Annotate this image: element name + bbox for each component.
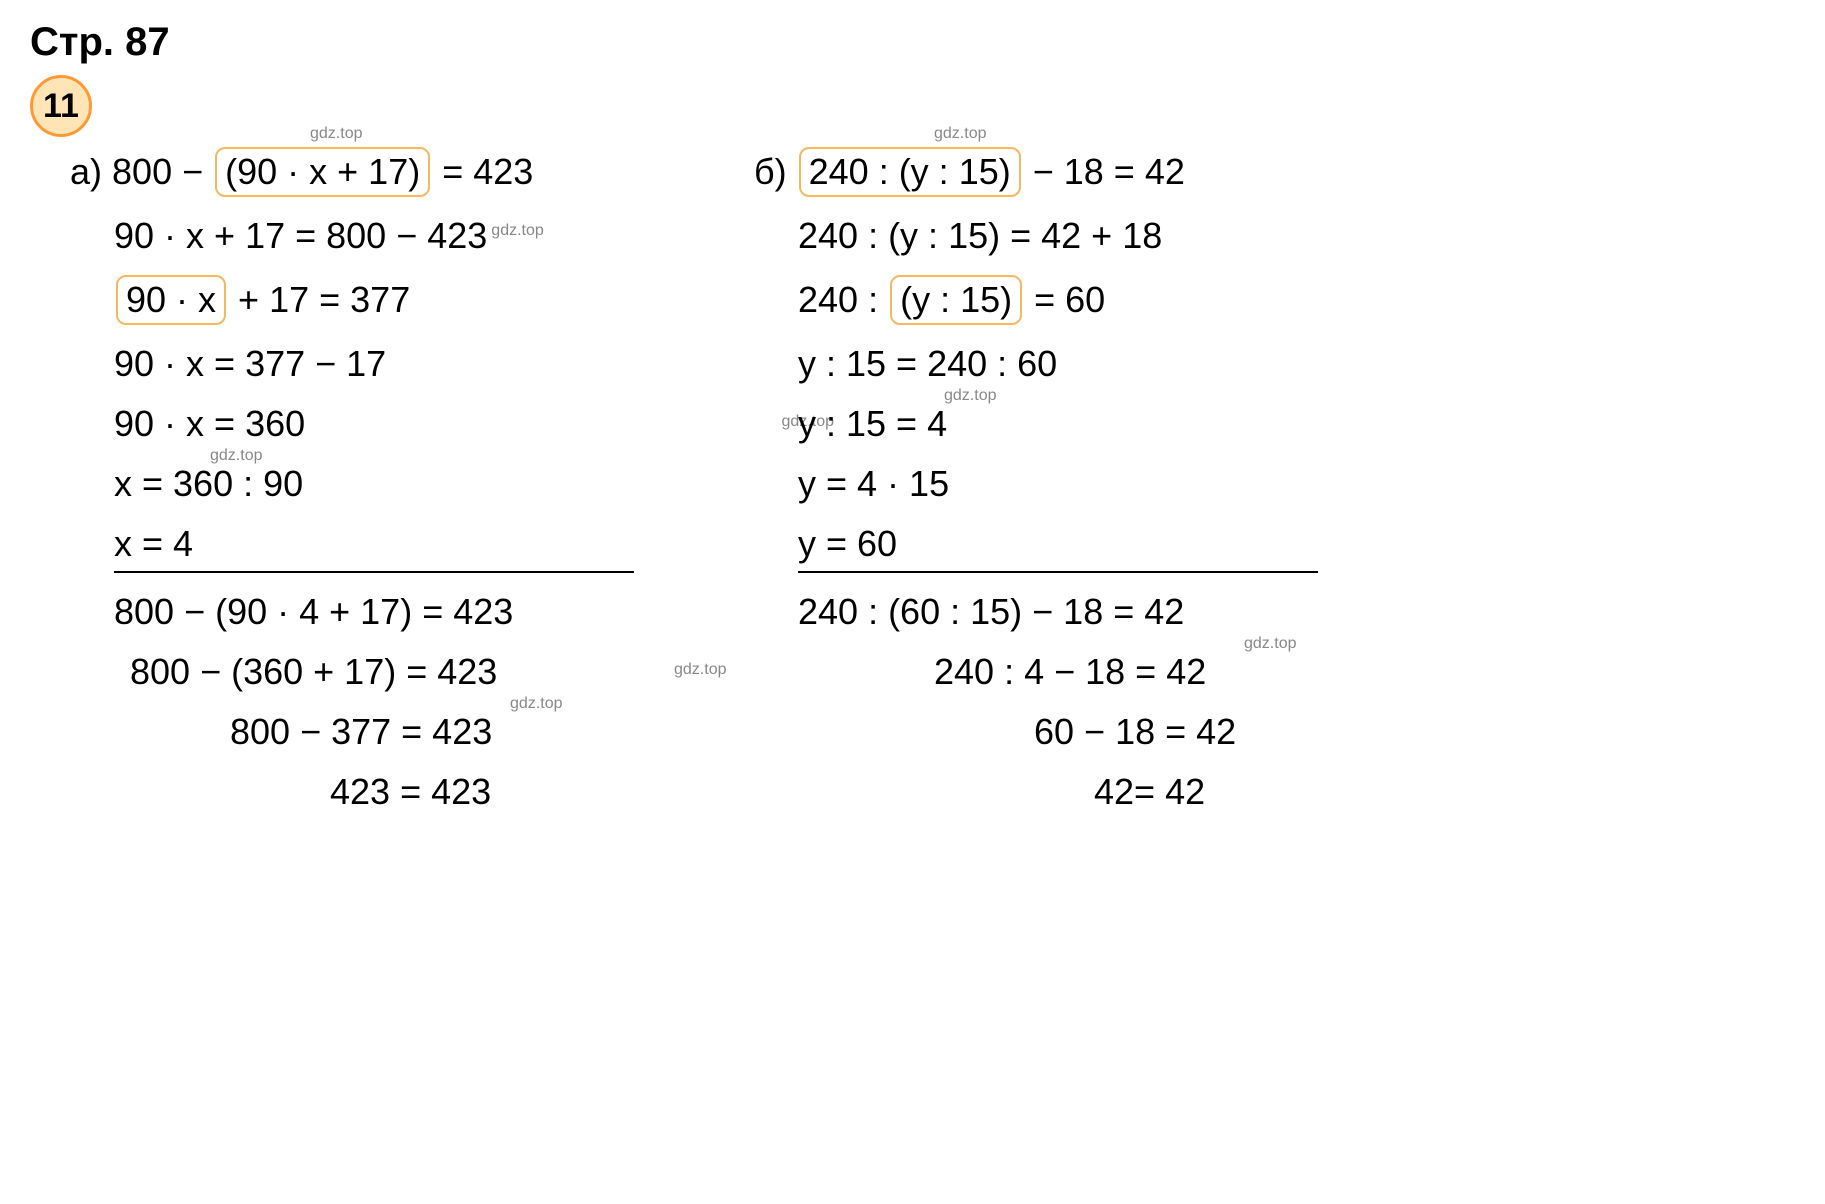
label-a: а)	[70, 151, 102, 192]
eq-text: y : 15 = 240 : 60	[798, 343, 1057, 384]
eq-text: 90 · x = 360	[114, 403, 305, 444]
columns-container: gdz.top а) 800 − (90 · x + 17) = 423 90 …	[70, 147, 1795, 813]
watermark: gdz.top	[491, 222, 543, 240]
eq-a-5: 90 · x = 360 gdz.top gdz.top	[70, 403, 634, 445]
label-b: б)	[754, 151, 787, 192]
underline: x = 4	[114, 523, 634, 573]
eq-a-check3: 800 − 377 = 423	[70, 711, 634, 753]
eq-b-check3: 60 − 18 = 42	[754, 711, 1318, 753]
eq-b-1: gdz.top б) 240 : (y : 15) − 18 = 42	[754, 147, 1318, 197]
eq-text: 240 :	[798, 279, 888, 320]
eq-text: 423 = 423	[330, 771, 491, 812]
eq-text: − 18 = 42	[1023, 151, 1185, 192]
eq-a-4: 90 · x = 377 − 17	[70, 343, 634, 385]
eq-b-6: y = 4 · 15	[754, 463, 1318, 505]
eq-b-3: 240 : (y : 15) = 60	[754, 275, 1318, 325]
underline: y = 60	[798, 523, 1318, 573]
eq-b-4: y : 15 = 240 : 60 gdz.top	[754, 343, 1318, 385]
page-header: Стр. 87	[30, 20, 1795, 65]
eq-text: 90 · x + 17 = 800 − 423	[114, 215, 487, 256]
eq-a-check1: 800 − (90 · 4 + 17) = 423	[70, 591, 634, 633]
eq-a-2: 90 · x + 17 = 800 − 423gdz.top	[70, 215, 634, 257]
eq-text: 800 −	[112, 151, 213, 192]
eq-a-3: 90 · x + 17 = 377	[70, 275, 634, 325]
column-b: gdz.top б) 240 : (y : 15) − 18 = 42 240 …	[754, 147, 1318, 813]
watermark: gdz.top	[934, 125, 986, 143]
eq-a-7: x = 4	[70, 523, 634, 573]
eq-text: + 17 = 377	[228, 279, 410, 320]
eq-b-check2: gdz.top 240 : 4 − 18 = 42	[754, 651, 1318, 693]
highlight-box: (y : 15)	[890, 275, 1022, 325]
eq-b-check4: 42= 42	[754, 771, 1318, 813]
eq-text: 800 − (360 + 17) = 423	[130, 651, 497, 692]
highlight-box: 90 · x	[116, 275, 226, 325]
watermark: gdz.top	[310, 125, 362, 143]
column-a: gdz.top а) 800 − (90 · x + 17) = 423 90 …	[70, 147, 634, 813]
highlight-box: 240 : (y : 15)	[799, 147, 1021, 197]
eq-text: 240 : 4 − 18 = 42	[934, 651, 1206, 692]
eq-text: 240 : (60 : 15) − 18 = 42	[798, 591, 1184, 632]
eq-b-7: y = 60	[754, 523, 1318, 573]
eq-text: = 423	[432, 151, 533, 192]
eq-a-1: gdz.top а) 800 − (90 · x + 17) = 423	[70, 147, 634, 197]
eq-a-check4: gdz.top 423 = 423	[70, 771, 634, 813]
eq-a-6: x = 360 : 90	[70, 463, 634, 505]
eq-text: = 60	[1024, 279, 1105, 320]
watermark: gdz.top	[674, 661, 726, 679]
eq-a-check2: 800 − (360 + 17) = 423 gdz.top	[70, 651, 634, 693]
highlight-box: (90 · x + 17)	[215, 147, 430, 197]
eq-b-2: 240 : (y : 15) = 42 + 18	[754, 215, 1318, 257]
problem-number-badge: 11	[30, 75, 92, 137]
eq-b-5: y : 15 = 4	[754, 403, 1318, 445]
eq-b-check1: 240 : (60 : 15) − 18 = 42 gdz.top	[754, 591, 1318, 633]
